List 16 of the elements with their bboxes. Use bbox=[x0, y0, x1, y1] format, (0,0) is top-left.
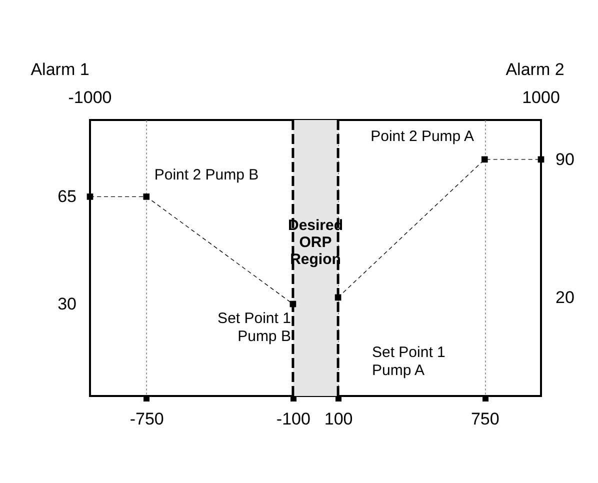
annotation: Point 2 Pump A bbox=[370, 128, 474, 145]
x-tick-label: -100 bbox=[276, 410, 310, 428]
x-tick-label: 750 bbox=[470, 410, 500, 428]
annotation: Point 2 Pump B bbox=[154, 166, 259, 184]
text: Alarm 2 bbox=[506, 60, 564, 79]
x-tick-label: -750 bbox=[130, 410, 164, 428]
y2-tick-label: 20 bbox=[556, 288, 574, 307]
annotation: Set Point 1 Pump B bbox=[218, 310, 291, 345]
y2-tick-label: 90 bbox=[556, 150, 574, 169]
y-tick-label: 65 bbox=[58, 187, 76, 206]
y-tick-label: 30 bbox=[58, 294, 76, 314]
x2-tick-label: 1000 bbox=[522, 88, 560, 107]
annotation: Set Point 1 Pump A bbox=[372, 344, 446, 379]
x2-tick-label: -1000 bbox=[68, 88, 112, 107]
x-tick-label: 100 bbox=[324, 410, 353, 428]
text: Alarm 1 bbox=[30, 60, 90, 79]
